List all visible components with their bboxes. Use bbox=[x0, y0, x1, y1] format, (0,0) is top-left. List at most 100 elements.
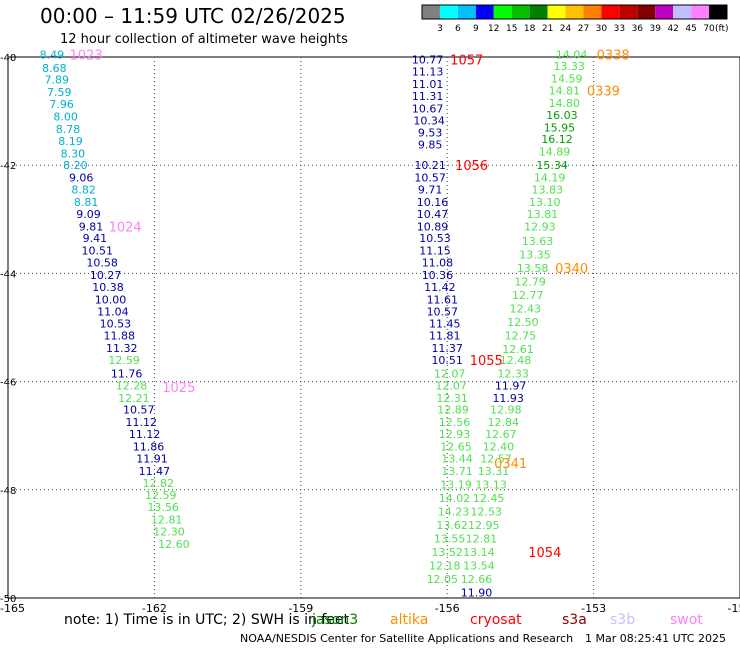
colorbar-swatch bbox=[511, 5, 530, 19]
swh-value-label: 11.81 bbox=[429, 330, 461, 343]
swh-value-label: 12.30 bbox=[153, 525, 185, 538]
swh-value-label: 12.48 bbox=[500, 354, 532, 367]
x-tick-label: -156 bbox=[435, 602, 460, 615]
swh-value-label: 11.01 bbox=[412, 78, 444, 91]
mission-label-cryosat: cryosat bbox=[470, 612, 522, 628]
mission-label-swot: swot bbox=[670, 612, 703, 628]
swh-value-label: 12.18 bbox=[429, 560, 461, 573]
swh-value-label: 7.59 bbox=[47, 86, 72, 99]
page-subtitle: 12 hour collection of altimeter wave hei… bbox=[60, 32, 348, 47]
page-title: 00:00 – 11:59 UTC 02/26/2025 bbox=[40, 4, 346, 28]
swh-value-label: 11.47 bbox=[139, 465, 171, 478]
pass-time-label: 1054 bbox=[528, 546, 561, 561]
swh-value-label: 10.58 bbox=[86, 257, 118, 270]
swh-value-label: 11.12 bbox=[125, 416, 157, 429]
swh-value-label: 7.96 bbox=[49, 98, 74, 111]
swh-value-label: 8.81 bbox=[74, 196, 99, 209]
swh-value-label: 12.59 bbox=[108, 354, 140, 367]
swh-value-label: 13.35 bbox=[519, 248, 551, 261]
swh-value-label: 12.81 bbox=[466, 532, 498, 545]
swh-value-label: 11.42 bbox=[424, 281, 456, 294]
swh-value-label: 12.67 bbox=[485, 428, 517, 441]
colorbar-label: 9 bbox=[473, 24, 479, 34]
swh-value-label: 11.45 bbox=[429, 318, 461, 331]
colorbar-swatch bbox=[583, 5, 602, 19]
x-tick-label: -153 bbox=[581, 602, 606, 615]
track-time-labels: 1023 1024 1025 1057 1056 1055 0338 0339 0340 0341… bbox=[70, 48, 630, 561]
swh-value-label: 10.47 bbox=[417, 208, 449, 221]
plot-frame bbox=[7, 56, 740, 599]
swh-value-label: 11.93 bbox=[492, 392, 524, 405]
x-tick-label: -162 bbox=[142, 602, 167, 615]
y-tick-label: -44 bbox=[0, 269, 16, 280]
swh-value-label: 13.14 bbox=[463, 546, 495, 559]
colorbar-swatch bbox=[457, 5, 476, 19]
colorbar-swatch bbox=[637, 5, 656, 19]
y-tick-label: -50 bbox=[0, 594, 16, 605]
swh-value-label: 13.44 bbox=[441, 452, 473, 465]
swh-value-label: 13.58 bbox=[517, 262, 549, 275]
swh-value-label: 9.53 bbox=[418, 127, 443, 140]
swh-value-label: 11.04 bbox=[97, 305, 129, 318]
swh-value-label: 12.66 bbox=[461, 573, 493, 586]
swh-value-label: 11.15 bbox=[419, 245, 451, 258]
pass-time-label: 1025 bbox=[162, 381, 195, 396]
x-tick-label: -159 bbox=[288, 602, 313, 615]
swh-value-label: 12.28 bbox=[116, 379, 148, 392]
swh-value-label: 14.81 bbox=[549, 85, 581, 98]
mission-label-altika: altika bbox=[390, 612, 429, 628]
swh-value-label: 14.02 bbox=[439, 492, 471, 505]
swh-value-label: 12.31 bbox=[436, 392, 468, 405]
swh-value-label: 14.89 bbox=[539, 146, 571, 159]
swh-value-label: 10.89 bbox=[417, 220, 449, 233]
swh-value-label: 13.71 bbox=[441, 465, 473, 478]
swh-value-label: 13.83 bbox=[531, 184, 563, 197]
swh-value-label: 11.61 bbox=[427, 293, 459, 306]
swh-value-label: 13.31 bbox=[478, 465, 510, 478]
x-tick-label: -165 bbox=[0, 602, 25, 615]
mission-label-s3a: s3a bbox=[562, 612, 587, 628]
colorbar-swatch bbox=[422, 5, 440, 19]
swh-value-label: 14.59 bbox=[551, 73, 583, 86]
swh-value-label: 12.81 bbox=[151, 514, 183, 527]
pass-time-label: 0339 bbox=[587, 85, 620, 100]
swh-value-label: 14.04 bbox=[556, 48, 588, 61]
swh-value-label: 9.71 bbox=[418, 184, 443, 197]
colorbar-label: 27 bbox=[578, 24, 589, 34]
swh-value-label: 10.57 bbox=[427, 305, 459, 318]
swh-value-label: 12.07 bbox=[435, 379, 467, 392]
swh-value-label: 12.98 bbox=[490, 404, 522, 417]
colorbar-label: 30 bbox=[596, 24, 608, 34]
colorbar-swatch bbox=[655, 5, 674, 19]
color-scale-bar: 3 6 9 12 15 18 21 24 27 30 33 36 39 42 45 70 (ft) bbox=[421, 4, 729, 34]
swh-value-label: 13.81 bbox=[527, 208, 559, 221]
swh-value-label: 14.23 bbox=[438, 505, 470, 518]
footer-credit: NOAA/NESDIS Center for Satellite Applica… bbox=[240, 632, 574, 645]
swh-value-label: 11.88 bbox=[104, 330, 136, 343]
colorbar-label: 12 bbox=[488, 24, 499, 34]
swh-value-label: 10.51 bbox=[431, 354, 463, 367]
swh-value-label: 13.19 bbox=[440, 478, 472, 491]
swh-value-label: 10.77 bbox=[412, 54, 444, 67]
swh-value-label: 10.34 bbox=[413, 114, 445, 127]
swh-value-label: 13.63 bbox=[522, 235, 554, 248]
swh-value-label: 10.27 bbox=[90, 269, 122, 282]
swh-value-label: 10.21 bbox=[414, 159, 446, 172]
mission-label-jason3: jason3 bbox=[312, 612, 359, 628]
colorbar-swatch bbox=[565, 5, 584, 19]
swh-value-label: 12.53 bbox=[470, 505, 502, 518]
colorbar-label: 36 bbox=[632, 24, 644, 34]
colorbar-label: 70 bbox=[703, 24, 715, 34]
swh-value-label: 8.82 bbox=[71, 184, 96, 197]
colorbar-label: 33 bbox=[614, 24, 625, 34]
swh-value-label: 13.52 bbox=[431, 546, 463, 559]
colorbar-frame bbox=[421, 4, 728, 20]
y-tick-label: -46 bbox=[0, 378, 16, 389]
pass-time-label: 0338 bbox=[597, 48, 630, 63]
colorbar-swatch bbox=[691, 5, 710, 19]
swh-value-label: 10.16 bbox=[417, 196, 449, 209]
swh-value-label: 12.93 bbox=[439, 428, 471, 441]
swh-value-label: 8.78 bbox=[56, 123, 81, 136]
swh-value-label: 11.76 bbox=[111, 367, 143, 380]
